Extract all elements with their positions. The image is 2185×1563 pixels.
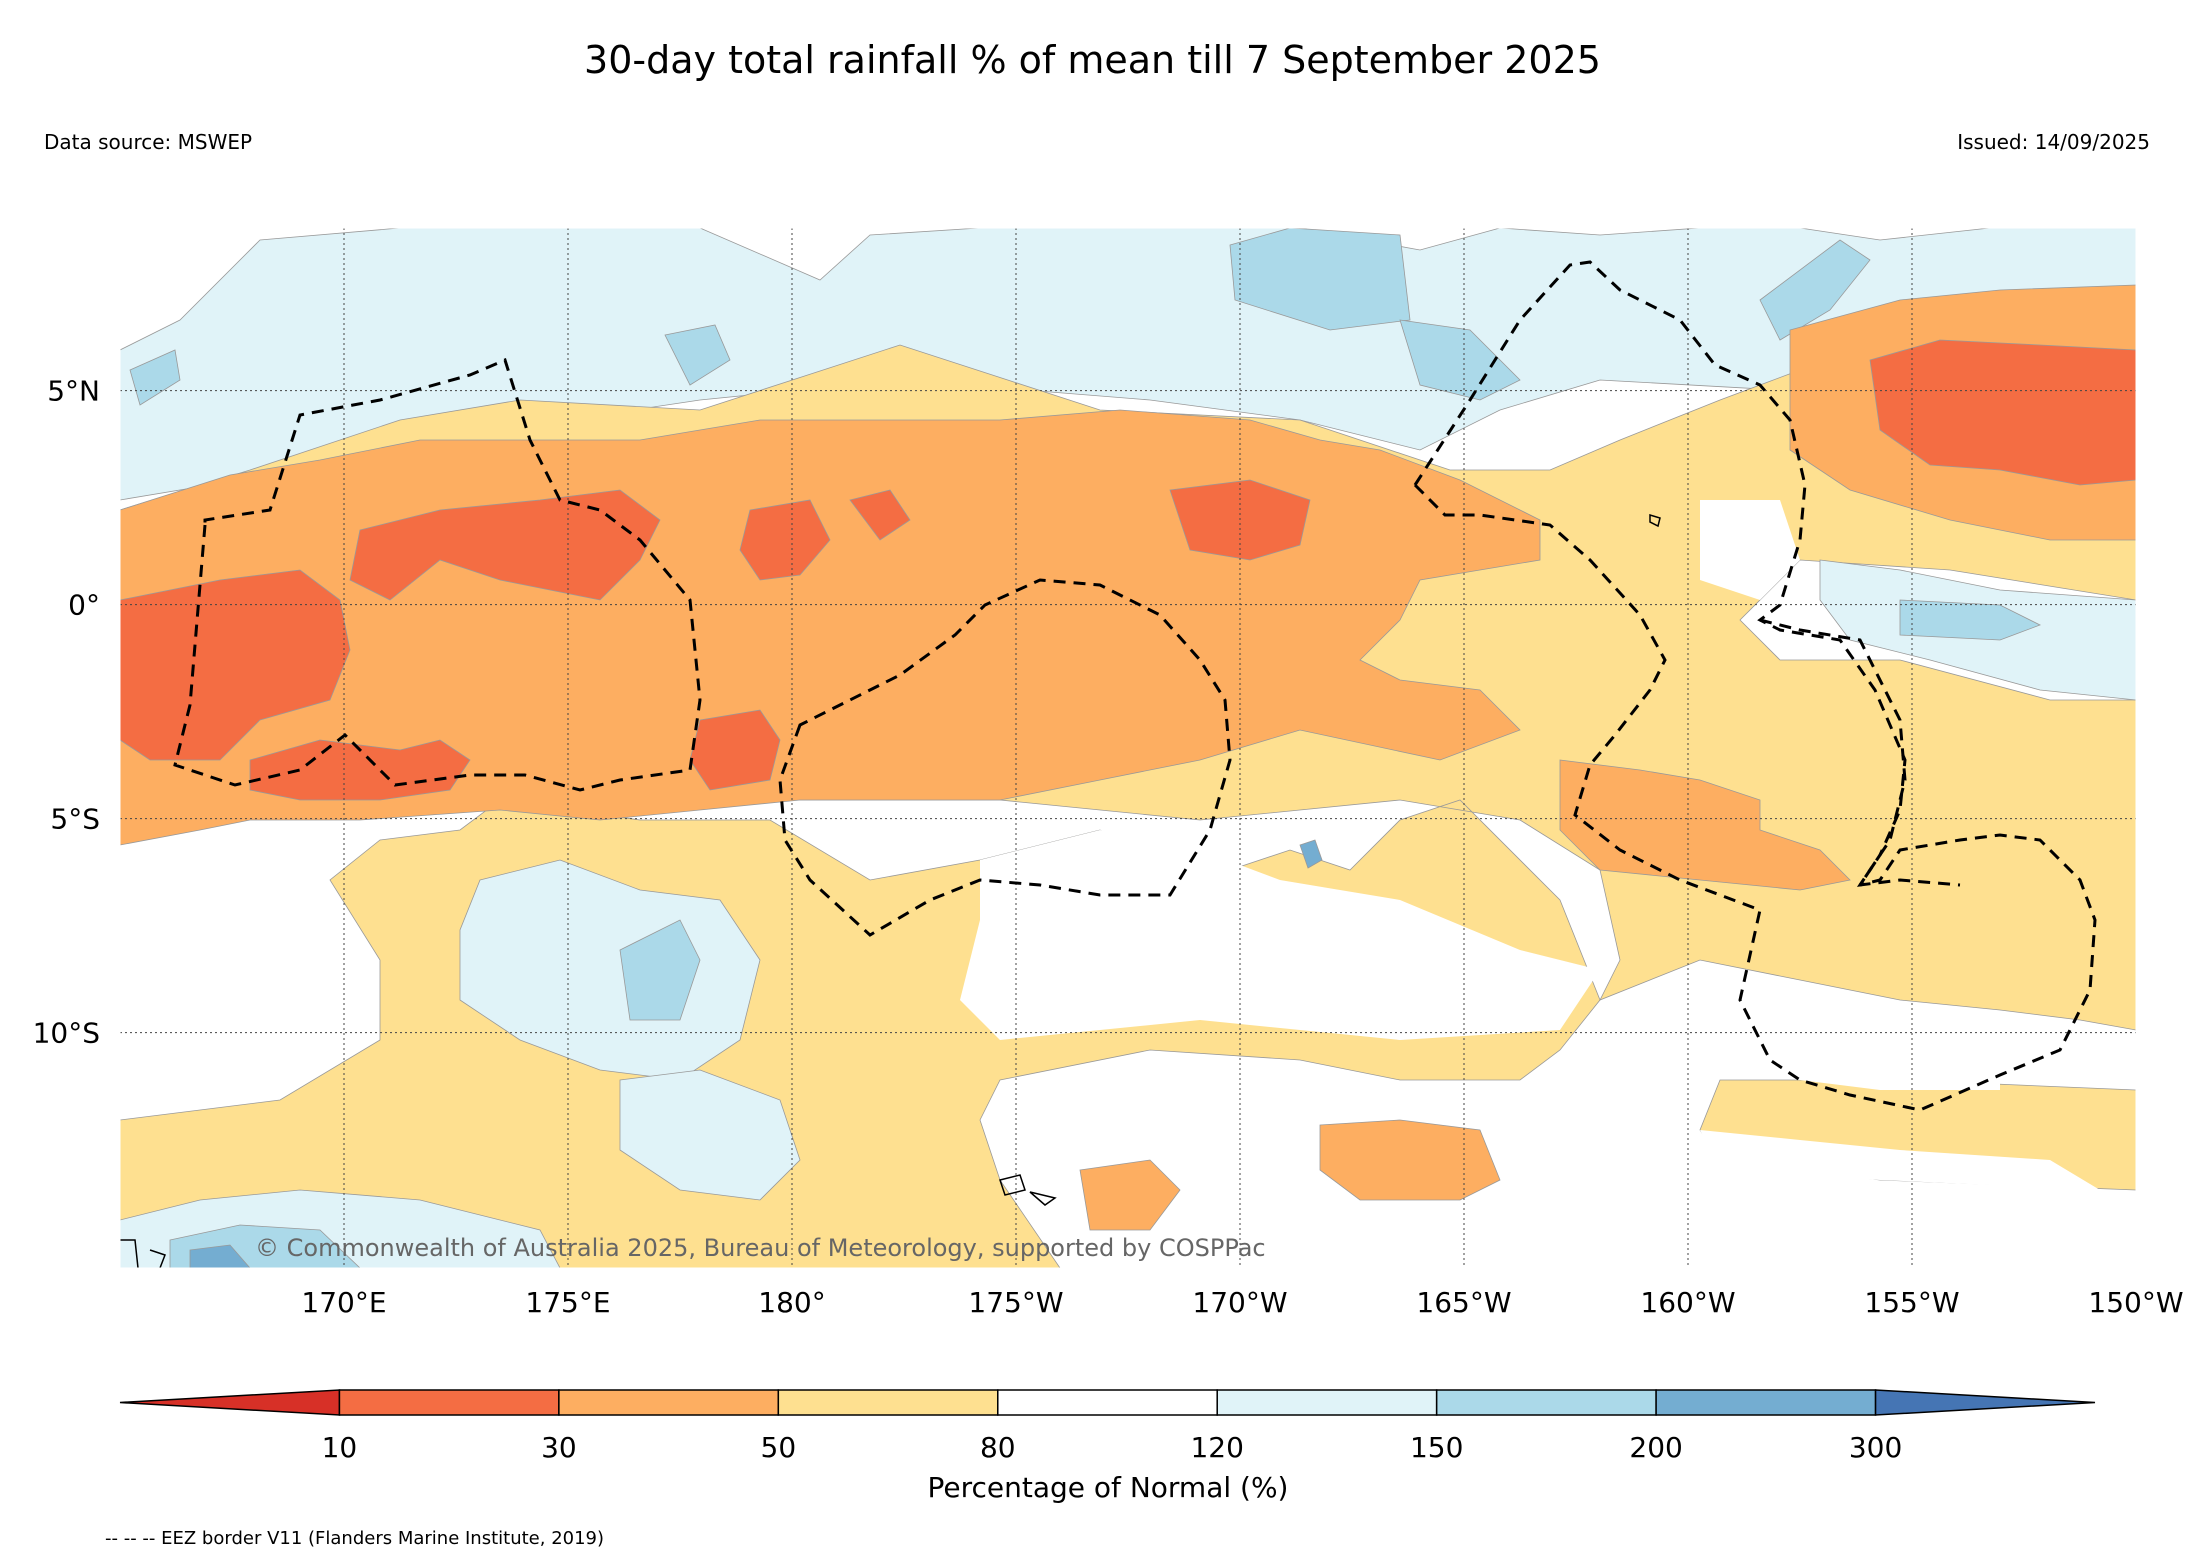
- colorbar-over-arrow: [1874, 1389, 2096, 1416]
- map-area: [120, 228, 2136, 1268]
- colorbar-tick-label: 120: [1190, 1431, 1243, 1464]
- eez-border-tuvalu-tokelau: [778, 578, 1232, 937]
- island-outline-4: [120, 1239, 166, 1269]
- eez-border-kiribati-gilbert: [173, 357, 702, 792]
- issued-date-label: Issued: 14/09/2025: [1957, 130, 2150, 154]
- lon-tick-label: 180°: [758, 1286, 825, 1319]
- eez-borders: [173, 260, 2097, 1112]
- eez-border-note: -- -- -- EEZ border V11 (Flanders Marine…: [105, 1528, 605, 1549]
- colorbar-tick-label: 150: [1410, 1431, 1463, 1464]
- map-frame: [119, 227, 2137, 1269]
- chart-title: 30-day total rainfall % of mean till 7 S…: [584, 38, 1601, 82]
- eez-border-line-islands: [1413, 260, 1961, 887]
- gridlines: [120, 228, 2137, 1268]
- lon-tick-label: 170°W: [1192, 1286, 1287, 1319]
- lat-tick-label: 5°S: [50, 803, 100, 836]
- wet-patch-east-band: [1899, 599, 2041, 641]
- lat-tick-label: 5°N: [47, 375, 100, 408]
- wet-patch-north-1: [1229, 228, 1411, 331]
- lon-tick-label: 175°E: [525, 1286, 610, 1319]
- eez-border-line-islands-south: [1759, 618, 1907, 886]
- lon-tick-label: 165°W: [1416, 1286, 1511, 1319]
- colorbar-tick-label: 80: [980, 1431, 1016, 1464]
- very-dry-core-east: [1869, 339, 2136, 486]
- colorbar-segment: [997, 1389, 1218, 1416]
- island-outlines: [120, 513, 1661, 1269]
- wet-patch-north-5: [664, 324, 731, 386]
- normal-gap-south-central: [960, 830, 1600, 1040]
- colorbar-tick-label: 10: [322, 1431, 358, 1464]
- copyright-watermark: © Commonwealth of Australia 2025, Bureau…: [255, 1234, 1266, 1262]
- eez-border-phoenix: [1413, 483, 2097, 1112]
- wet-patch-south-1: [619, 919, 701, 1021]
- very-dry-core-centre-south: [689, 709, 781, 791]
- colorbar-tick-label: 200: [1629, 1431, 1682, 1464]
- very-dry-core-west: [120, 569, 351, 761]
- colorbar-segment: [777, 1389, 999, 1416]
- island-outline-1: [999, 1174, 1026, 1196]
- very-wet-patch-southwest: [189, 1244, 251, 1268]
- island-outline-3: [1649, 513, 1661, 528]
- colorbar-tick-label: 300: [1849, 1431, 1902, 1464]
- wet-patch-north-2: [1399, 319, 1521, 401]
- lon-tick-label: 160°W: [1640, 1286, 1735, 1319]
- very-dry-core-central: [739, 499, 831, 581]
- colorbar-segment: [1216, 1389, 1438, 1416]
- lat-tick-label: 0°: [68, 589, 100, 622]
- colorbar-tick-label: 50: [761, 1431, 797, 1464]
- colorbar-segment: [338, 1389, 560, 1416]
- dry-patch-orange-southwest: [1319, 1119, 1501, 1201]
- latitude-labels: 5°N 0° 5°S 10°S: [33, 375, 100, 1050]
- wet-region-south-1: [459, 859, 761, 1081]
- colorbar-label: Percentage of Normal (%): [928, 1471, 1289, 1504]
- colorbar-segment: [1435, 1389, 1657, 1416]
- lon-tick-label: 170°E: [301, 1286, 386, 1319]
- colorbar-tick-labels: 10 30 50 80 120 150 200 300: [322, 1431, 1903, 1464]
- colorbar-under-arrow: [119, 1389, 341, 1416]
- very-dry-core-dateline: [349, 489, 661, 601]
- very-wet-patch-central: [1299, 839, 1323, 869]
- wet-patch-north-3: [1759, 239, 1871, 341]
- data-source-label: Data source: MSWEP: [44, 130, 253, 154]
- normal-gap-southeast: [1700, 1130, 2100, 1190]
- longitude-labels: 170°E 175°E 180° 175°W 170°W 165°W 160°W 155°W 1…: [301, 1286, 2183, 1319]
- lon-tick-label: 150°W: [2088, 1286, 2183, 1319]
- colorbar: [119, 1389, 2096, 1416]
- wet-patch-north-4: [129, 349, 181, 406]
- colorbar-segment: [558, 1389, 780, 1416]
- lon-tick-label: 175°W: [968, 1286, 1063, 1319]
- colorbar-tick-label: 30: [541, 1431, 577, 1464]
- island-outline-2: [1029, 1191, 1057, 1206]
- wet-region-south-2: [619, 1069, 801, 1201]
- normal-gap-east-north: [1700, 500, 1800, 600]
- dry-patch-orange-coral: [1079, 1159, 1181, 1231]
- lat-tick-label: 10°S: [33, 1017, 100, 1050]
- lon-tick-label: 155°W: [1864, 1286, 1959, 1319]
- colorbar-segment: [1655, 1389, 1877, 1416]
- very-dry-core-central-3: [849, 489, 911, 541]
